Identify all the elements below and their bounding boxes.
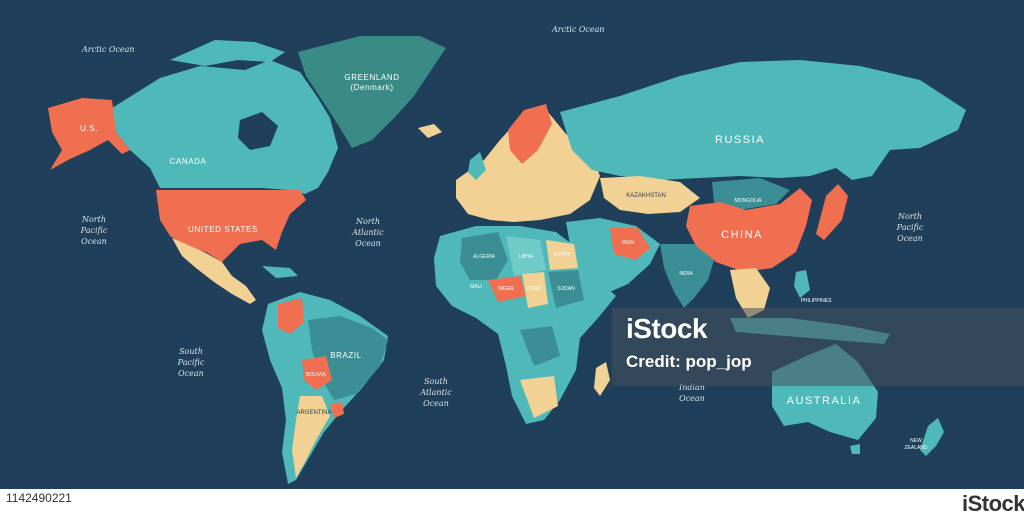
country-label-brazil: BRAZIL <box>330 351 362 360</box>
ocean-label-north-pacific-right-3: Ocean <box>897 234 923 243</box>
iran-shape <box>610 228 650 260</box>
footer-strip <box>0 489 1024 520</box>
country-label-russia: RUSSIA <box>715 134 765 146</box>
mexico-shape <box>172 238 256 304</box>
country-label-mongolia: MONGOLIA <box>735 198 763 204</box>
ocean-label-south-pacific-2: Pacific <box>177 358 205 367</box>
egypt-shape <box>546 240 578 270</box>
canada-shape <box>112 60 338 194</box>
country-label-canada: CANADA <box>170 157 207 166</box>
istock-logo[interactable]: iStock <box>962 491 1024 516</box>
madagascar-shape <box>594 362 610 396</box>
india-shape <box>660 244 714 308</box>
ocean-label-arctic-left: Arctic Ocean <box>81 45 135 54</box>
canada-islands-shape <box>170 40 285 66</box>
country-label-iran: IRAN <box>622 240 634 246</box>
usa-shape <box>156 190 306 262</box>
ocean-label-indian-2: Ocean <box>679 394 705 403</box>
country-label-india: INDIA <box>679 271 693 277</box>
watermark-credit: Credit: pop_jop <box>626 352 752 371</box>
ocean-label-north-pacific-3: Ocean <box>81 237 107 246</box>
ocean-label-indian-1: Indian <box>678 383 705 392</box>
chad-shape <box>522 272 548 308</box>
algeria-shape <box>460 232 508 280</box>
japan-shape <box>816 184 848 240</box>
ocean-label-north-atlantic-1: North <box>355 217 380 226</box>
niger-shape <box>488 276 526 302</box>
philippines-shape <box>794 270 810 298</box>
iceland-shape <box>418 124 442 138</box>
russia-shape <box>560 60 966 180</box>
country-label-sudan: SUDAN <box>557 286 575 292</box>
uk-shape <box>468 152 486 180</box>
country-label-niger: NIGER <box>498 286 514 292</box>
argentina-shape <box>292 396 330 478</box>
country-label-kazakhstan: KAZAKHSTAN <box>626 193 666 199</box>
country-label-mali: MALI <box>470 284 482 290</box>
ocean-label-south-atlantic-2: Atlantic <box>419 388 452 397</box>
country-label-new-zealand-2: ZEALAND <box>904 445 927 451</box>
country-label-libya: LIBYA <box>519 254 533 260</box>
new-zealand-shape <box>920 418 944 456</box>
tasmania-shape <box>850 444 860 454</box>
caribbean-shape <box>262 266 298 278</box>
ocean-label-arctic-top: Arctic Ocean <box>551 25 605 34</box>
ocean-label-north-pacific-1: North <box>81 215 106 224</box>
country-label-philippines: PHILIPPINES <box>801 298 833 304</box>
uruguay-shape <box>330 402 344 418</box>
kazakhstan-shape <box>600 176 700 214</box>
country-label-algeria: ALGERIA <box>473 254 495 260</box>
southern-africa-shape <box>520 376 558 418</box>
ocean-label-north-pacific-2: Pacific <box>80 226 108 235</box>
country-label-egypt: EGYPT <box>554 252 571 258</box>
bolivia-shape <box>302 356 332 390</box>
ocean-label-north-pacific-right-1: North <box>897 212 922 221</box>
alaska-shape <box>48 98 130 170</box>
congo-shape <box>520 326 560 366</box>
image-id-label: 1142490221 <box>0 489 78 508</box>
ocean-label-north-atlantic-2: Atlantic <box>351 228 384 237</box>
country-label-australia: AUSTRALIA <box>787 395 862 407</box>
ocean-label-north-atlantic-3: Ocean <box>355 239 381 248</box>
ocean-label-south-atlantic-3: Ocean <box>423 399 449 408</box>
hudson-bay-shape <box>238 112 278 150</box>
country-label-bolivia: BOLIVIA <box>306 372 326 378</box>
china-shape <box>686 188 812 272</box>
greenland-shape <box>298 36 446 148</box>
scandinavia-shape <box>508 104 552 164</box>
watermark-logo: iStock <box>626 313 708 344</box>
ocean-label-north-pacific-right-2: Pacific <box>896 223 924 232</box>
ocean-label-south-pacific-1: South <box>179 347 203 356</box>
country-label-china: CHINA <box>721 229 763 241</box>
country-label-new-zealand-1: NEW <box>910 438 922 444</box>
colombia-shape <box>278 298 304 334</box>
country-label-chad: CHAD <box>527 286 542 292</box>
country-label-argentina: ARGENTINA <box>296 410 331 416</box>
country-label-us-alaska: U.S. <box>80 124 98 133</box>
mongolia-shape <box>712 178 790 210</box>
watermark-band <box>612 308 1024 386</box>
country-label-greenland-sub: (Denmark) <box>350 83 393 92</box>
sudan-shape <box>548 270 584 308</box>
country-label-united-states: UNITED STATES <box>188 225 258 234</box>
ocean-label-south-pacific-3: Ocean <box>178 369 204 378</box>
se-asia-shape <box>730 268 770 318</box>
ocean-label-south-atlantic-1: South <box>424 377 448 386</box>
country-label-greenland: GREENLAND <box>344 73 399 82</box>
libya-shape <box>506 236 546 276</box>
europe-shape <box>456 112 600 222</box>
